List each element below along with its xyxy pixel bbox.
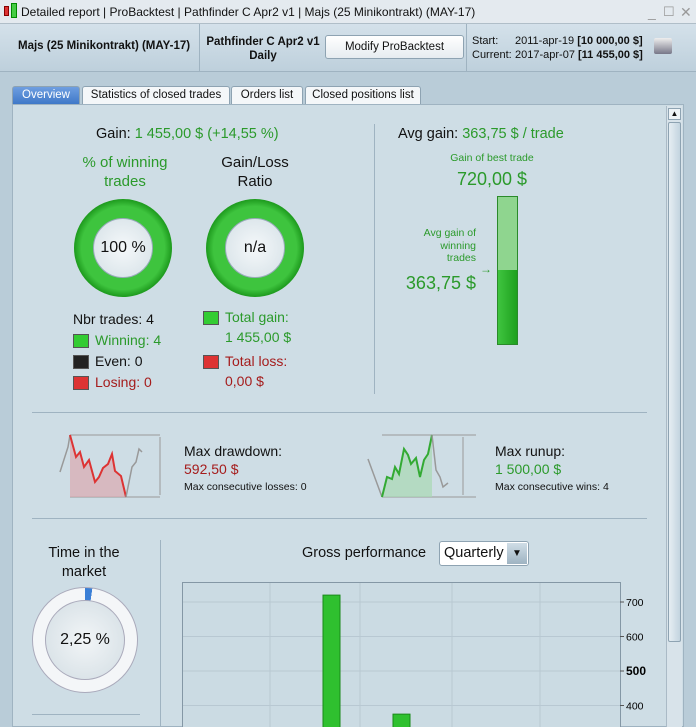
winning-trades-title: % of winning trades (82, 154, 168, 190)
avg-gain-bar (497, 196, 518, 345)
performance-bar (322, 594, 341, 727)
minimize-button[interactable]: _ (648, 4, 656, 20)
y-tick-label: 400 (626, 701, 644, 713)
avg-winning-label: Avg gain of winning trades (423, 227, 476, 264)
app-logo-icon (4, 6, 9, 16)
period-select[interactable]: Quarterly ▼ (439, 541, 529, 566)
account-info: Start: 2011-apr-19 [10 000,00 $] Current:… (472, 35, 643, 61)
time-in-market-value: 2,25 % (45, 600, 125, 680)
gross-performance-chart: 400 500 600 700 (182, 582, 646, 727)
best-trade-label: Gain of best trade (450, 152, 534, 164)
avg-winning-value: 363,75 $ (405, 273, 476, 293)
plot-area (182, 582, 621, 727)
loss-square-icon (203, 355, 219, 370)
winning-pct-value: 100 % (93, 218, 153, 278)
tab-statistics-closed-trades[interactable]: Statistics of closed trades (82, 86, 230, 104)
gain-loss-ratio-ring: n/a (206, 199, 304, 297)
ratio-value: n/a (225, 218, 285, 278)
tab-overview[interactable]: Overview (12, 86, 80, 104)
even-square-icon (73, 355, 89, 370)
arrow-icon: → (480, 262, 492, 276)
vertical-scrollbar[interactable]: ▲ (666, 106, 682, 727)
avg-gain-summary: Avg gain: 363,75 $ / trade (398, 126, 564, 142)
app-logo-icon (11, 3, 17, 18)
time-in-market-ring: 2,25 % (32, 587, 138, 693)
time-in-market-title: Time in the market (48, 545, 120, 580)
chevron-down-icon[interactable]: ▼ (507, 543, 527, 564)
gain-summary: Gain: 1 455,00 $ (+14,55 %) (96, 126, 279, 142)
gross-performance-title: Gross performance (302, 545, 427, 561)
trades-breakdown: Nbr trades: 4 Winning: 4 Even: 0 Losing:… (73, 311, 162, 391)
tab-closed-positions-list[interactable]: Closed positions list (305, 86, 421, 104)
close-button[interactable]: ✕ (680, 4, 692, 20)
print-icon[interactable] (654, 38, 672, 54)
scroll-up-arrow-icon[interactable]: ▲ (668, 108, 681, 120)
totals: Total gain: 1 455,00 $ Total loss: 0,00 … (203, 307, 291, 391)
report-header: Majs (25 Minikontrakt) (MAY-17) Pathfind… (0, 24, 696, 72)
winning-square-icon (73, 334, 89, 349)
y-tick-label: 700 (626, 597, 644, 609)
avg-gain-bar-fill (498, 269, 517, 344)
maximize-button[interactable]: ☐ (663, 4, 675, 19)
modify-probacktest-button[interactable]: Modify ProBacktest (325, 35, 464, 59)
gain-loss-ratio-title: Gain/Loss Ratio (221, 154, 289, 190)
winning-pct-ring: 100 % (74, 199, 172, 297)
gain-square-icon (203, 311, 219, 326)
max-runup: Max runup: 1 500,00 $ Max consecutive wins… (495, 443, 609, 493)
tab-orders-list[interactable]: Orders list (231, 86, 303, 104)
y-tick-label: 500 (626, 664, 646, 678)
runup-sparkline (367, 434, 476, 498)
drawdown-sparkline (59, 434, 161, 498)
window-title: Detailed report | ProBacktest | Pathfind… (21, 5, 476, 19)
max-drawdown: Max drawdown: 592,50 $ Max consecutive los… (184, 443, 307, 493)
performance-bar (392, 713, 411, 727)
losing-square-icon (73, 376, 89, 391)
scrollbar-thumb[interactable] (668, 122, 681, 642)
instrument-name: Majs (25 Minikontrakt) (MAY-17) (18, 40, 191, 52)
title-bar: Detailed report | ProBacktest | Pathfind… (0, 0, 696, 24)
best-trade-value: 720,00 $ (456, 169, 528, 189)
y-tick-label: 600 (626, 632, 644, 644)
strategy-info: Pathfinder C Apr2 v1 Daily (206, 36, 320, 62)
